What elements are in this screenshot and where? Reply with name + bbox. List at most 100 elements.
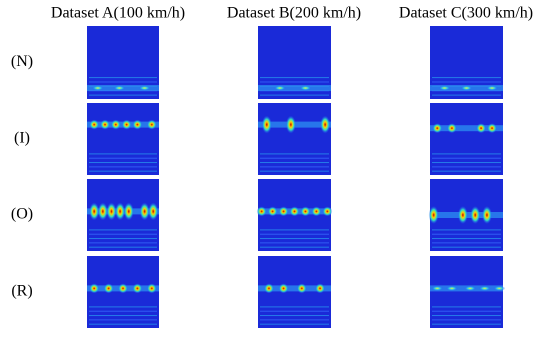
spectrogram-line xyxy=(432,242,501,244)
spectrogram-line xyxy=(432,170,501,172)
spectrogram-line xyxy=(432,315,501,317)
spectrogram xyxy=(256,179,333,251)
spectrogram-line xyxy=(89,170,157,172)
spectrogram-line xyxy=(260,157,329,159)
spectrogram-peak xyxy=(146,283,157,294)
spectrogram-peak xyxy=(138,85,151,91)
spectrogram-peak xyxy=(113,85,126,91)
spectrogram-peak xyxy=(103,283,114,294)
spectrogram-line xyxy=(260,315,329,317)
spectrogram-background xyxy=(430,256,503,328)
row-label: (O) xyxy=(11,206,33,223)
spectrogram-peak xyxy=(121,119,132,130)
spectrogram-line xyxy=(432,153,501,155)
spectrogram-band xyxy=(430,125,503,132)
spectrogram-peak xyxy=(478,285,491,291)
spectrogram-peak xyxy=(438,85,451,91)
spectrogram-peak xyxy=(110,119,121,130)
spectrogram xyxy=(87,26,159,99)
spectrogram-line xyxy=(260,162,329,164)
spectrogram-line xyxy=(432,77,501,79)
spectrogram-line xyxy=(260,229,329,231)
spectrogram xyxy=(430,26,503,99)
spectrogram-peak xyxy=(315,283,326,294)
spectrogram-line xyxy=(89,242,157,244)
spectrogram-peak xyxy=(146,119,157,130)
spectrogram-peak xyxy=(89,119,100,130)
spectrogram-line xyxy=(89,157,157,159)
spectrogram-line xyxy=(89,238,157,240)
spectrogram-line xyxy=(260,246,329,248)
spectrogram xyxy=(87,179,159,251)
spectrogram-peak xyxy=(432,123,443,134)
spectrogram-line xyxy=(260,77,329,79)
spectrogram-peak xyxy=(296,283,307,294)
spectrogram-line xyxy=(89,153,157,155)
spectrogram-peak xyxy=(481,206,492,224)
spectrogram-peak xyxy=(97,202,108,221)
spectrogram-line xyxy=(432,246,501,248)
spectrogram xyxy=(87,103,159,175)
spectrogram-peak xyxy=(89,283,100,294)
spectrogram xyxy=(258,26,331,99)
spectrogram-peak xyxy=(89,202,100,221)
spectrogram-line xyxy=(432,238,501,240)
column-header: Dataset A(100 km/h) xyxy=(51,5,185,22)
spectrogram-band xyxy=(258,85,331,92)
spectrogram-peak xyxy=(118,283,128,294)
spectrogram-peak xyxy=(486,85,499,91)
spectrogram-peak xyxy=(267,206,278,217)
spectrogram-line xyxy=(89,310,157,312)
spectrogram-line xyxy=(89,233,157,235)
spectrogram-peak xyxy=(300,206,311,217)
spectrogram-peak xyxy=(446,123,457,134)
spectrogram-peak xyxy=(457,206,468,224)
spectrogram-line xyxy=(260,242,329,244)
spectrogram-peak xyxy=(285,115,296,134)
spectrogram-line xyxy=(260,170,329,172)
spectrogram-line xyxy=(432,162,501,164)
spectrogram-line xyxy=(89,229,157,231)
spectrogram-line xyxy=(89,319,157,321)
spectrogram-band xyxy=(258,285,331,292)
spectrogram-peak xyxy=(278,206,289,217)
spectrogram-line xyxy=(89,315,157,317)
spectrogram-line xyxy=(89,94,157,96)
spectrogram-peak xyxy=(289,206,300,217)
spectrogram-peak xyxy=(470,206,481,224)
spectrogram-peak xyxy=(132,119,143,130)
spectrogram-peak xyxy=(100,119,110,130)
spectrogram-line xyxy=(432,81,501,83)
spectrogram-peak xyxy=(123,202,134,221)
spectrogram xyxy=(258,103,331,175)
spectrogram-line xyxy=(260,238,329,240)
spectrogram-peak xyxy=(431,285,444,291)
spectrogram-peak xyxy=(493,285,506,291)
spectrogram-line xyxy=(432,157,501,159)
spectrogram-line xyxy=(260,153,329,155)
spectrogram-peak xyxy=(278,283,289,294)
spectrogram-peak xyxy=(263,283,274,294)
spectrogram-peak xyxy=(322,206,333,217)
row-label: (N) xyxy=(11,53,33,70)
spectrogram-background xyxy=(87,103,159,175)
spectrogram-peak xyxy=(476,123,487,134)
spectrogram-line xyxy=(432,233,501,235)
spectrogram xyxy=(428,179,503,251)
spectrogram-line xyxy=(260,323,329,325)
spectrogram-peak xyxy=(299,85,312,91)
row-label: (I) xyxy=(14,130,30,147)
spectrogram xyxy=(430,103,503,175)
spectrogram-peak xyxy=(464,285,477,291)
spectrogram-line xyxy=(260,310,329,312)
spectrogram-line xyxy=(260,319,329,321)
spectrogram-line xyxy=(89,162,157,164)
spectrogram-peak xyxy=(460,85,473,91)
spectrogram-peak xyxy=(273,85,286,91)
spectrogram-peak xyxy=(261,115,272,134)
spectrogram-peak xyxy=(139,202,150,221)
spectrogram-line xyxy=(89,246,157,248)
spectrogram xyxy=(87,256,159,328)
spectrogram-line xyxy=(432,229,501,231)
